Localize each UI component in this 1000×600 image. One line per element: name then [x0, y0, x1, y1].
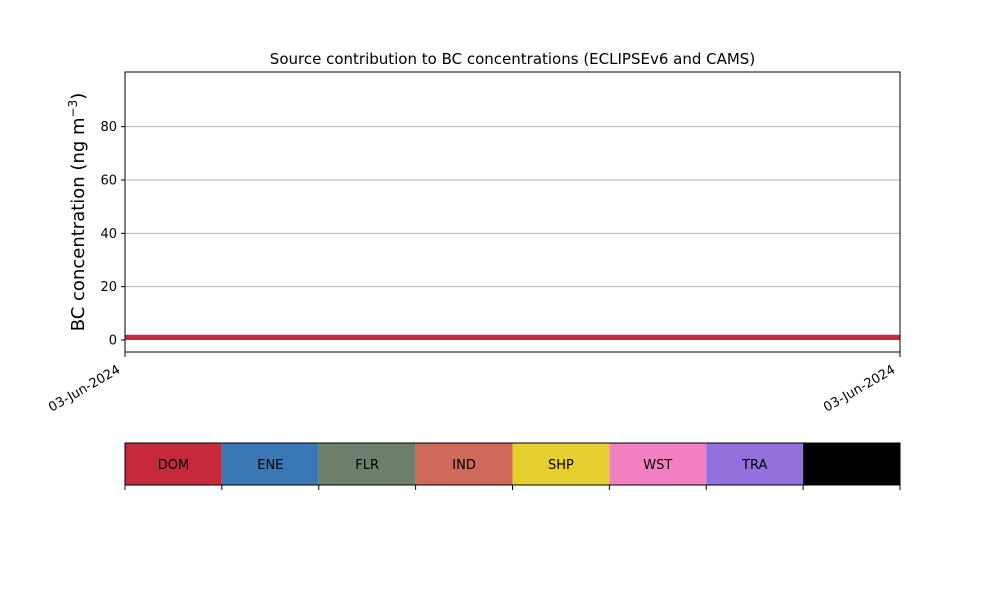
y-axis-label: BC concentration (ng m−3): [66, 93, 89, 332]
legend-swatch-ind: [415, 443, 513, 485]
legend-frame: [124, 442, 901, 486]
y-tick-label: 20: [100, 280, 117, 295]
legend-label-dom: DOM: [158, 458, 189, 473]
y-tick-label: 80: [100, 120, 117, 135]
legend-label-shp: SHP: [548, 458, 574, 473]
legend-swatch-wst: [609, 443, 707, 485]
legend-swatch-shp: [512, 443, 610, 485]
legend-label-bb: BB: [843, 458, 861, 473]
legend-label-wst: WST: [643, 458, 672, 473]
legend-swatch-dom: [125, 443, 222, 485]
area-series-dom: [125, 334, 900, 340]
y-axis-label-main: BC concentration (ng m: [68, 117, 89, 331]
y-axis-label-superscript: −3: [66, 100, 80, 118]
chart-title: Source contribution to BC concentrations…: [270, 50, 755, 68]
stacked-area-series: [125, 334, 900, 340]
legend-label-ene: ENE: [257, 458, 283, 473]
plot-frame: [124, 71, 901, 353]
y-gridlines: [125, 126, 900, 288]
legend-swatch-tra: [706, 443, 804, 485]
y-tick-label: 0: [109, 334, 117, 349]
legend-label-ind: IND: [452, 458, 476, 473]
y-tick-label: 60: [100, 174, 117, 189]
legend-label-tra: TRA: [741, 458, 767, 473]
legend-swatch-flr: [318, 443, 416, 485]
legend-swatch-ene: [221, 443, 319, 485]
y-axis-ticks: 0 20 40 60 80: [100, 120, 125, 349]
source-colorbar-legend: DOM ENE FLR IND SHP WST TRA BB: [124, 442, 901, 490]
legend-swatch-bb: [803, 443, 900, 485]
y-tick-label: 40: [100, 227, 117, 242]
y-axis-label-close: ): [68, 93, 89, 100]
legend-label-flr: FLR: [355, 458, 379, 473]
